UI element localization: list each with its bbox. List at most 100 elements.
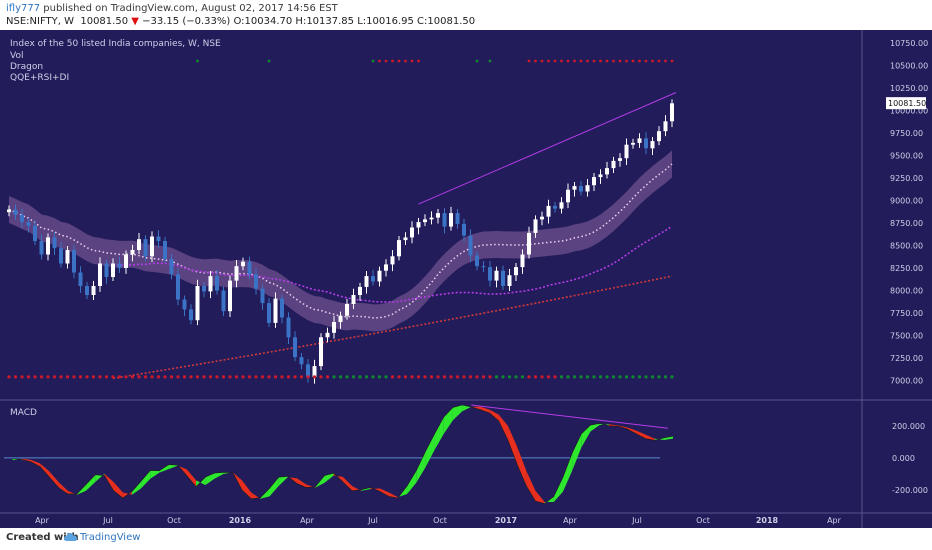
macd-ribbon-segment bbox=[590, 423, 600, 432]
candle-body bbox=[228, 280, 232, 312]
candle-body bbox=[663, 121, 668, 132]
legend-qqe[interactable]: QQE+RSI+DI bbox=[10, 73, 69, 83]
price-tick-label: 9750.00 bbox=[890, 129, 923, 138]
macd-ribbon-segment bbox=[379, 488, 389, 497]
macd-ribbon-segment bbox=[168, 464, 178, 470]
signal-dot bbox=[338, 375, 343, 379]
signal-dot bbox=[78, 375, 83, 379]
candle-body bbox=[247, 261, 252, 275]
macd-tick-label: -200.000 bbox=[892, 486, 928, 495]
candle-body bbox=[59, 248, 63, 264]
macd-ribbon-segment bbox=[141, 470, 151, 489]
candle-body bbox=[39, 241, 44, 255]
candle-body bbox=[215, 276, 219, 291]
candle-body bbox=[650, 141, 655, 149]
macd-ribbon-segment bbox=[572, 433, 582, 471]
candle-body bbox=[13, 209, 18, 215]
signal-dot bbox=[111, 375, 115, 379]
candle-body bbox=[520, 254, 525, 268]
macd-ribbon-segment bbox=[186, 469, 197, 487]
legend-vol[interactable]: Vol bbox=[10, 51, 23, 61]
macd-ribbon-segment bbox=[40, 463, 50, 478]
macd-ribbon-segment bbox=[306, 484, 316, 488]
candle-body bbox=[540, 216, 544, 220]
signal-dot bbox=[286, 375, 291, 379]
legend-dragon[interactable]: Dragon bbox=[10, 62, 43, 72]
signal-dot bbox=[410, 375, 414, 379]
time-tick-label: Oct bbox=[167, 516, 181, 525]
signal-dot bbox=[390, 375, 395, 379]
signal-dot bbox=[520, 375, 525, 379]
macd-ribbon-segment bbox=[95, 473, 105, 482]
candle-body bbox=[533, 219, 538, 233]
signal-dot bbox=[247, 375, 252, 379]
price-tick-label: 10250.00 bbox=[890, 84, 928, 93]
macd-title: MACD bbox=[10, 408, 37, 418]
candle-body bbox=[182, 299, 187, 310]
signal-dot bbox=[651, 59, 654, 63]
author-link[interactable]: ifly777 bbox=[6, 3, 41, 14]
candle-body bbox=[351, 295, 356, 304]
signal-dot bbox=[404, 59, 407, 63]
time-tick-label: Apr bbox=[35, 516, 50, 525]
macd-ribbon-segment bbox=[627, 427, 637, 434]
macd-ribbon-segment bbox=[352, 485, 362, 491]
signal-dot bbox=[117, 375, 122, 379]
candle-body bbox=[111, 263, 115, 277]
signal-dot bbox=[429, 375, 434, 379]
signal-dot bbox=[13, 375, 18, 379]
time-tick-label: Jul bbox=[367, 516, 378, 525]
price-tick-label: 7250.00 bbox=[890, 354, 923, 363]
signal-dot bbox=[65, 375, 70, 379]
signal-dot bbox=[638, 59, 641, 63]
candle-body bbox=[104, 263, 109, 277]
candle-body bbox=[468, 235, 473, 256]
signal-dot bbox=[59, 375, 63, 379]
signal-dot bbox=[507, 375, 512, 379]
candle-body bbox=[514, 267, 518, 276]
signal-dot bbox=[553, 375, 557, 379]
candle-body bbox=[143, 239, 148, 257]
time-tick-label: Apr bbox=[563, 516, 578, 525]
price-tick-label: 9500.00 bbox=[890, 152, 923, 161]
candle-body bbox=[377, 270, 382, 282]
signal-dot bbox=[514, 375, 518, 379]
candle-body bbox=[585, 185, 590, 192]
signal-dot bbox=[371, 59, 375, 63]
price-tick-label: 10500.00 bbox=[890, 62, 928, 71]
candle-body bbox=[241, 261, 245, 267]
candle-body bbox=[423, 219, 427, 223]
symbol-label: NSE:NIFTY, W bbox=[6, 16, 74, 27]
signal-dot bbox=[358, 375, 362, 379]
candle-body bbox=[618, 158, 622, 161]
signal-dot bbox=[631, 375, 635, 379]
signal-dot bbox=[137, 375, 141, 379]
signal-dot bbox=[130, 375, 135, 379]
price-pane bbox=[7, 59, 677, 384]
dragon-band bbox=[9, 150, 672, 332]
signal-dot bbox=[254, 375, 258, 379]
candle-body bbox=[7, 209, 11, 213]
signal-dot bbox=[572, 375, 577, 379]
candle-body bbox=[631, 142, 635, 145]
candle-body bbox=[364, 276, 369, 287]
signal-dot bbox=[657, 375, 661, 379]
signal-dot bbox=[7, 375, 11, 379]
publish-info: ifly777 published on TradingView.com, Au… bbox=[6, 3, 338, 14]
price-chart[interactable]: 7000.00 7250.00 7500.00 7750.00 8000.00 8250.… bbox=[0, 30, 932, 528]
signal-dot bbox=[293, 375, 297, 379]
down-arrow-icon: ▼ bbox=[131, 16, 139, 27]
signal-dot bbox=[403, 375, 408, 379]
macd-ribbon-segment bbox=[498, 414, 508, 441]
tradingview-brand-link[interactable]: TradingView bbox=[80, 532, 141, 543]
macd-ribbon-segment bbox=[562, 453, 573, 492]
candle-body bbox=[169, 259, 174, 275]
price-tick-label: 8250.00 bbox=[890, 264, 923, 273]
candle-body bbox=[332, 322, 336, 333]
candle-body bbox=[566, 189, 570, 203]
signal-dot bbox=[598, 375, 603, 379]
candle-body bbox=[33, 225, 37, 241]
signal-dot bbox=[573, 59, 576, 63]
candle-body bbox=[410, 227, 414, 238]
price-tick-label: 10000.00 bbox=[890, 107, 928, 116]
